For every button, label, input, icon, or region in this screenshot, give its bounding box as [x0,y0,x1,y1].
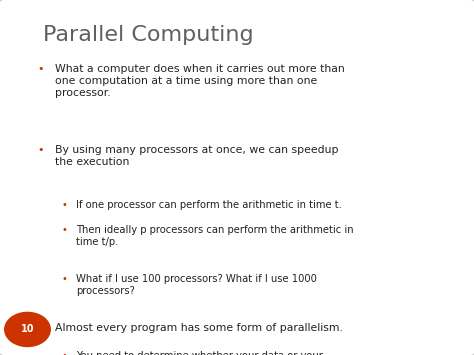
Text: •: • [61,351,67,355]
Text: •: • [61,225,67,235]
Text: 10: 10 [21,324,34,334]
Text: Then ideally p processors can perform the arithmetic in
time t/p.: Then ideally p processors can perform th… [76,225,354,246]
Text: •: • [61,274,67,284]
Text: •: • [37,323,44,333]
Text: •: • [37,145,44,155]
Text: Parallel Computing: Parallel Computing [43,25,253,45]
Text: •: • [37,64,44,74]
Text: What a computer does when it carries out more than
one computation at a time usi: What a computer does when it carries out… [55,64,344,98]
Circle shape [5,312,50,346]
Text: What if I use 100 processors? What if I use 1000
processors?: What if I use 100 processors? What if I … [76,274,317,295]
Text: If one processor can perform the arithmetic in time t.: If one processor can perform the arithme… [76,200,342,210]
Text: •: • [61,200,67,210]
Text: You need to determine whether your data or your
program can be partitioned into : You need to determine whether your data … [76,351,360,355]
Text: Almost every program has some form of parallelism.: Almost every program has some form of pa… [55,323,342,333]
Text: By using many processors at once, we can speedup
the execution: By using many processors at once, we can… [55,145,338,167]
